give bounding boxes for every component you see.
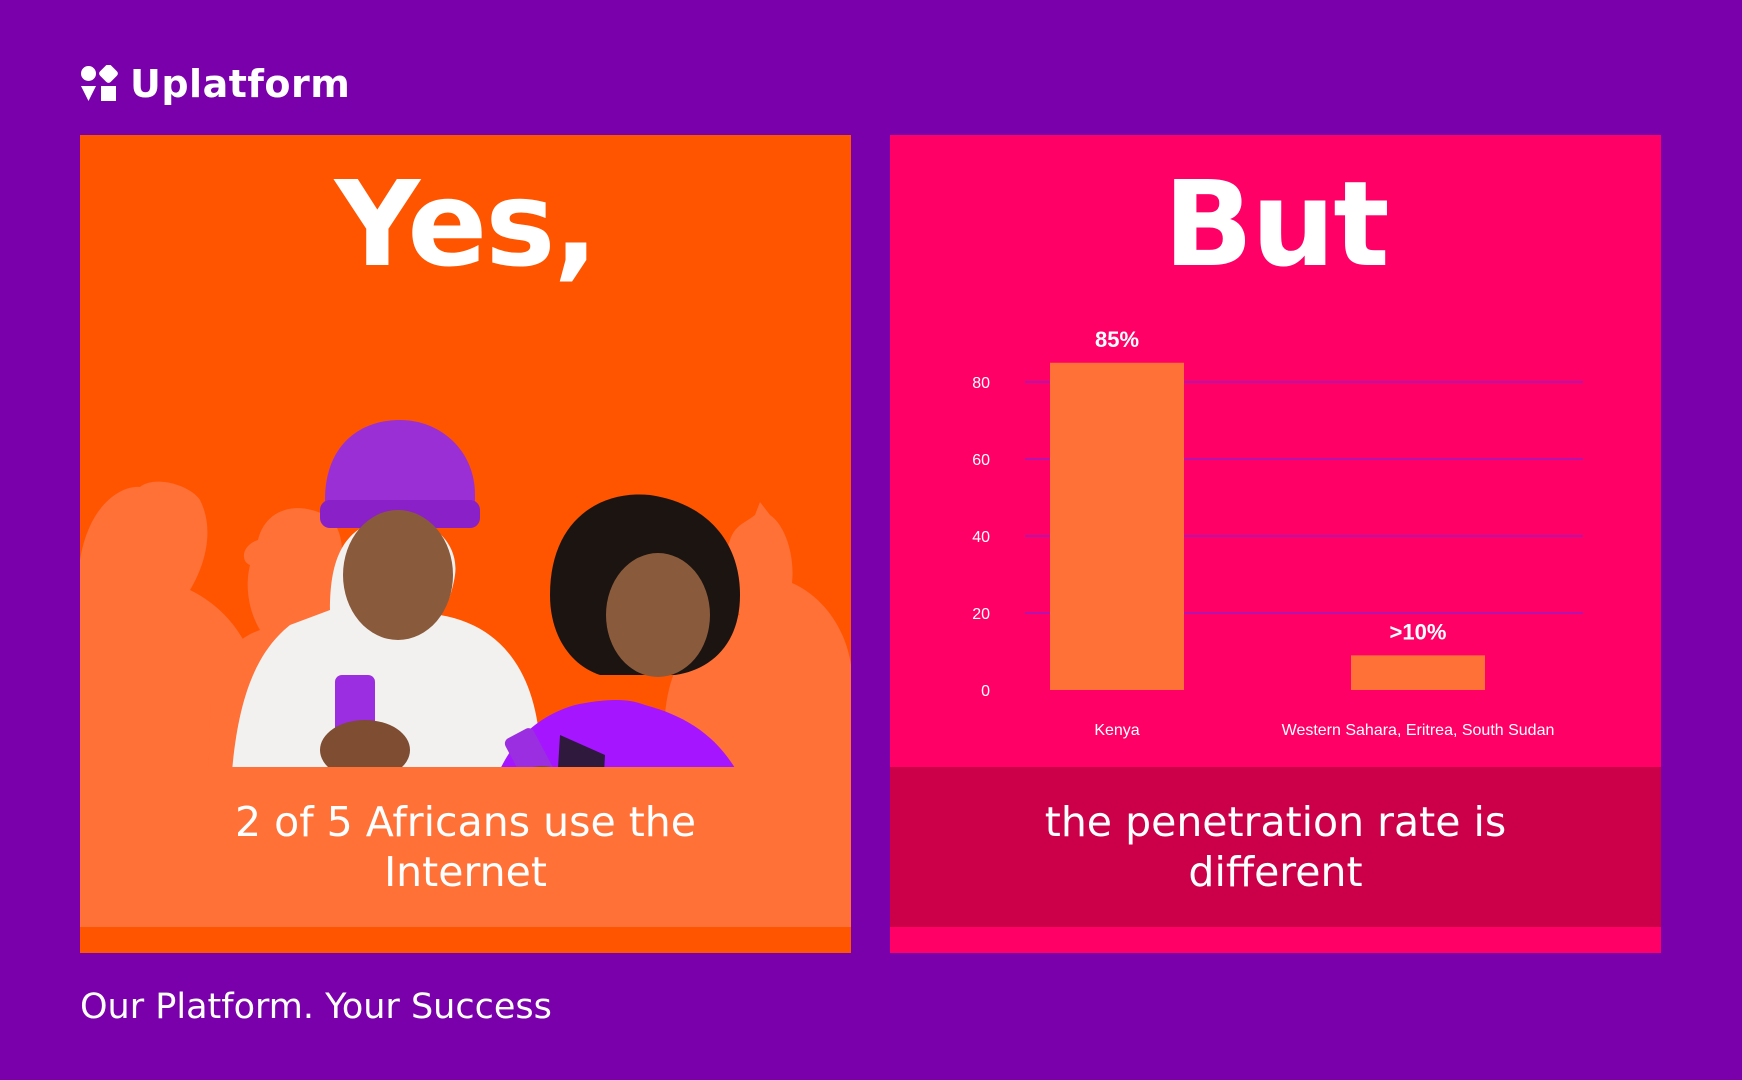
left-caption-box: 2 of 5 Africans use the Internet	[80, 767, 851, 927]
bar-0	[1050, 362, 1184, 690]
bar-1	[1351, 655, 1485, 690]
tagline: Our Platform. Your Success	[80, 987, 552, 1027]
bar-chart: 0 20 40 60 80 85% Kenya >10% Western Sahara, Eri…	[972, 327, 1583, 739]
x-category-label-0: Kenya	[1094, 722, 1139, 739]
logo-mark-icon	[81, 65, 118, 101]
y-tick-label-4: 80	[972, 375, 990, 392]
left-caption: 2 of 5 Africans use the Internet	[235, 798, 696, 896]
left-panel: Yes, 2 of 5 Africans use the Internet	[80, 135, 851, 953]
brand-name: Uplatform	[130, 62, 351, 106]
y-tick-label-2: 40	[972, 529, 990, 546]
left-headline: Yes,	[334, 155, 599, 293]
right-headline: But	[1163, 155, 1389, 293]
right-panel: But 0 20 40 60 80 85% Kenya >10% Western Sahara,…	[890, 135, 1661, 953]
brand-logo: Uplatform	[80, 62, 350, 106]
right-caption: the penetration rate is different	[1044, 798, 1507, 896]
data-label-1: >10%	[1390, 619, 1447, 644]
data-label-0: 85%	[1095, 327, 1139, 352]
y-tick-label-3: 60	[972, 452, 990, 469]
x-category-label-1: Western Sahara, Eritrea, South Sudan	[1282, 722, 1555, 739]
y-tick-label-1: 20	[972, 606, 990, 623]
right-caption-box: the penetration rate is different	[890, 767, 1661, 927]
y-tick-label-0: 0	[981, 683, 990, 700]
